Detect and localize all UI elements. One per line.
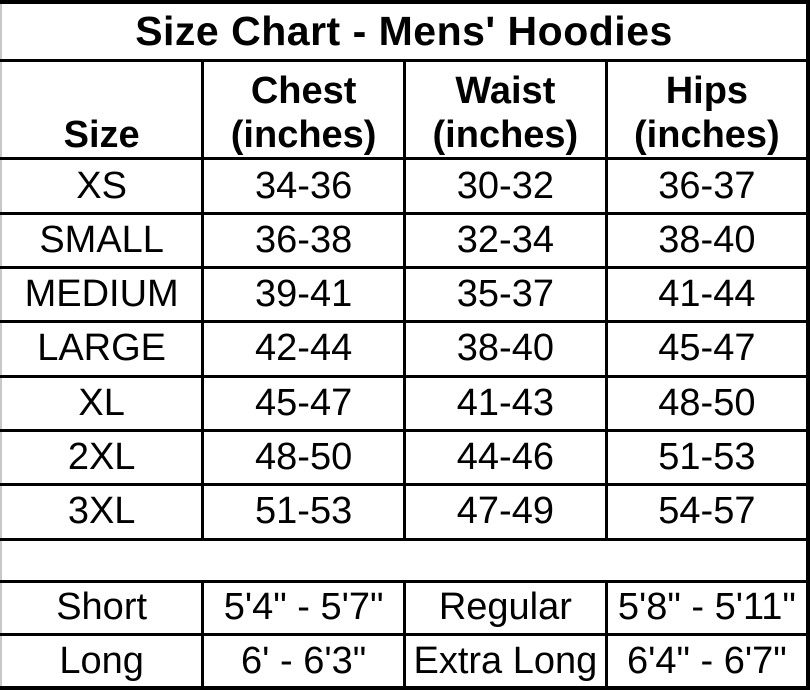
size-row-3xl: 3XL 51-53 47-49 54-57	[0, 483, 810, 541]
fit-range-cell: 5'8" - 5'11"	[604, 579, 810, 637]
size-row-2xl: 2XL 48-50 44-46 51-53	[0, 428, 810, 487]
size-cell: 3XL	[0, 483, 205, 541]
chest-cell: 42-44	[201, 320, 406, 378]
hips-cell: 54-57	[604, 483, 810, 541]
height-label-cell: Short	[0, 579, 205, 637]
hips-cell: 48-50	[604, 374, 810, 432]
waist-cell: 41-43	[403, 374, 608, 432]
waist-cell: 47-49	[403, 483, 608, 541]
size-cell: LARGE	[0, 320, 205, 378]
col-header-waist-line2: (inches)	[432, 114, 579, 157]
fit-label-cell: Extra Long	[403, 633, 608, 690]
size-cell: SMALL	[0, 211, 205, 270]
size-cell: 2XL	[0, 428, 205, 487]
fit-range-cell: 6'4" - 6'7"	[604, 633, 810, 690]
hips-cell: 45-47	[604, 320, 810, 378]
hips-cell: 36-37	[604, 157, 810, 215]
chest-cell: 48-50	[201, 428, 406, 487]
col-header-chest: Chest (inches)	[201, 58, 406, 161]
hips-cell: 51-53	[604, 428, 810, 487]
length-row-short: Short 5'4" - 5'7" Regular 5'8" - 5'11"	[0, 579, 810, 637]
hips-cell: 41-44	[604, 266, 810, 324]
size-cell: XS	[0, 157, 205, 215]
page-title: Size Chart - Mens' Hoodies	[0, 0, 810, 62]
col-header-chest-line2: (inches)	[230, 114, 377, 157]
size-cell: MEDIUM	[0, 266, 205, 324]
size-cell: XL	[0, 374, 205, 432]
chest-cell: 36-38	[201, 211, 406, 270]
col-header-hips-line2: (inches)	[634, 114, 780, 157]
col-header-waist-line1: Waist	[455, 70, 556, 113]
waist-cell: 30-32	[403, 157, 608, 215]
col-header-hips-line1: Hips	[665, 70, 749, 113]
waist-cell: 44-46	[403, 428, 608, 487]
col-header-size: Size	[0, 58, 205, 161]
waist-cell: 38-40	[403, 320, 608, 378]
header-row: Size Chest (inches) Waist (inches) Hips …	[0, 58, 810, 161]
col-header-hips: Hips (inches)	[604, 58, 810, 161]
height-range-cell: 5'4" - 5'7"	[201, 579, 406, 637]
size-row-small: SMALL 36-38 32-34 38-40	[0, 211, 810, 270]
col-header-waist: Waist (inches)	[403, 58, 608, 161]
chest-cell: 34-36	[201, 157, 406, 215]
size-row-medium: MEDIUM 39-41 35-37 41-44	[0, 266, 810, 324]
chest-cell: 51-53	[201, 483, 406, 541]
height-label-cell: Long	[0, 633, 205, 690]
title-row: Size Chart - Mens' Hoodies	[0, 0, 810, 62]
col-header-chest-line1: Chest	[250, 70, 357, 113]
size-row-xs: XS 34-36 30-32 36-37	[0, 157, 810, 215]
size-row-xl: XL 45-47 41-43 48-50	[0, 374, 810, 432]
height-range-cell: 6' - 6'3"	[201, 633, 406, 690]
waist-cell: 35-37	[403, 266, 608, 324]
size-row-large: LARGE 42-44 38-40 45-47	[0, 320, 810, 378]
col-header-size-label: Size	[63, 114, 140, 157]
hips-cell: 38-40	[604, 211, 810, 270]
spacer-cell	[0, 537, 810, 583]
waist-cell: 32-34	[403, 211, 608, 270]
fit-label-cell: Regular	[403, 579, 608, 637]
spacer-row	[0, 537, 810, 583]
length-row-long: Long 6' - 6'3" Extra Long 6'4" - 6'7"	[0, 633, 810, 690]
chest-cell: 45-47	[201, 374, 406, 432]
chest-cell: 39-41	[201, 266, 406, 324]
